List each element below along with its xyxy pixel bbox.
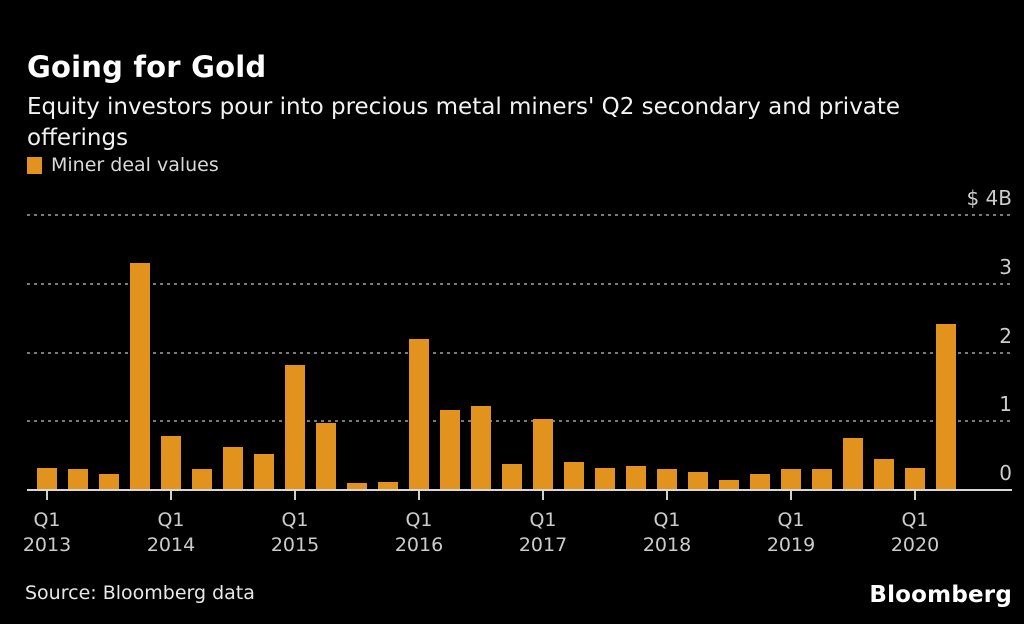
x-tick-2015: [294, 491, 296, 500]
bar-q1-2015: [285, 364, 305, 490]
bar-q4-2016: [502, 463, 522, 490]
x-tick-2017: [542, 491, 544, 500]
gridline-3: [27, 282, 1012, 285]
bar-q2-2017: [564, 461, 584, 490]
y-axis-label-3: 3: [999, 254, 1012, 279]
bloomberg-logo: Bloomberg: [869, 582, 1012, 608]
bar-q2-2014: [192, 468, 212, 490]
chart-title: Going for Gold: [27, 50, 267, 85]
x-axis-label-2018: Q1 2018: [642, 509, 692, 556]
bar-q4-2018: [750, 474, 770, 490]
bar-q2-2016: [440, 410, 460, 490]
legend-label: Miner deal values: [51, 154, 219, 176]
bar-q1-2019: [781, 468, 801, 490]
bar-q2-2013: [68, 468, 88, 490]
y-axis-label-2: 2: [999, 323, 1012, 348]
bar-q3-2019: [843, 437, 863, 490]
bar-q4-2019: [874, 459, 894, 490]
bar-q3-2014: [223, 447, 243, 490]
bar-q3-2016: [471, 406, 491, 490]
bar-q1-2020: [905, 468, 925, 490]
x-axis-label-2015: Q1 2015: [270, 509, 320, 556]
bar-q1-2018: [657, 468, 677, 490]
chart-subtitle: Equity investors pour into precious meta…: [27, 94, 901, 151]
gridline-1: [27, 420, 1012, 423]
x-axis-label-2017: Q1 2017: [518, 509, 568, 556]
bar-q3-2015: [347, 483, 367, 490]
x-axis-label-2013: Q1 2013: [22, 509, 72, 556]
x-tick-2014: [170, 491, 172, 500]
bar-q2-2018: [688, 472, 708, 490]
bar-q1-2014: [161, 436, 181, 490]
y-axis-label-4: $ 4B: [966, 186, 1012, 210]
bar-q1-2017: [533, 418, 553, 490]
bar-q3-2013: [99, 474, 119, 490]
bar-q1-2013: [37, 468, 57, 490]
bar-q4-2015: [378, 481, 398, 490]
x-axis-label-2020: Q1 2020: [890, 509, 940, 556]
bar-q4-2014: [254, 454, 274, 490]
x-axis-label-2016: Q1 2016: [394, 509, 444, 556]
x-tick-2013: [46, 491, 48, 500]
bar-q3-2018: [719, 479, 739, 490]
gridline-2: [27, 351, 1012, 354]
x-tick-2020: [914, 491, 916, 500]
gridline-4: [27, 214, 1012, 216]
x-tick-2016: [418, 491, 420, 500]
bar-q2-2020: [936, 323, 956, 490]
source-note: Source: Bloomberg data: [25, 582, 255, 604]
legend-swatch-icon: [27, 156, 42, 174]
x-axis-label-2014: Q1 2014: [146, 509, 196, 556]
x-tick-2019: [790, 491, 792, 500]
bar-q4-2017: [626, 465, 646, 490]
bar-q3-2017: [595, 468, 615, 490]
legend: Miner deal values: [27, 154, 219, 176]
x-tick-2018: [666, 491, 668, 500]
x-axis-line: [27, 489, 1012, 491]
y-axis-label-0: 0: [999, 461, 1012, 485]
x-axis-label-2019: Q1 2019: [766, 509, 816, 556]
bar-q2-2015: [316, 423, 336, 490]
bar-q4-2013: [130, 263, 150, 490]
bar-q2-2019: [812, 468, 832, 490]
bar-q1-2016: [409, 338, 429, 490]
y-axis-label-1: 1: [999, 392, 1012, 417]
